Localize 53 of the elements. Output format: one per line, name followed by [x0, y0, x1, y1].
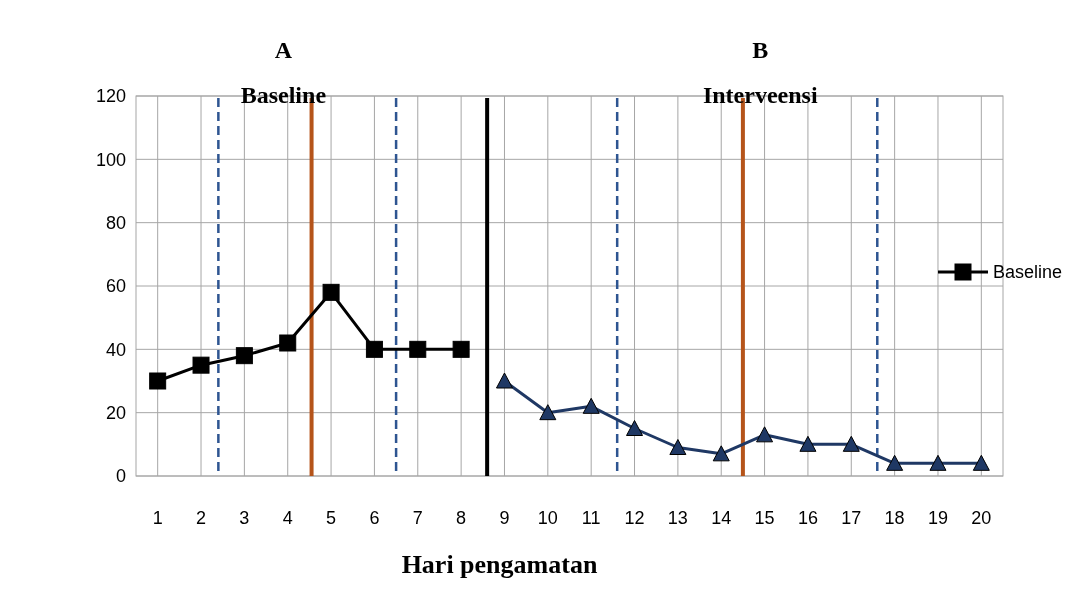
x-tick-label: 10 [537, 508, 558, 528]
annotation: Baseline [240, 82, 327, 108]
x-tick-label: 15 [754, 508, 775, 528]
point [799, 435, 817, 452]
legend-label: Baseline [993, 262, 1063, 283]
y-tick-label: 40 [105, 339, 126, 360]
x-tick-label: 7 [412, 508, 423, 528]
point [929, 454, 947, 471]
point [192, 356, 210, 374]
x-tick-label: 2 [196, 508, 207, 528]
x-tick-label: 20 [971, 508, 992, 528]
x-tick-label: 16 [797, 508, 818, 528]
y-tick-label: 0 [115, 466, 126, 487]
point [409, 340, 427, 358]
x-tick-label: 14 [711, 508, 732, 528]
point [972, 454, 990, 471]
point [365, 340, 383, 358]
x-axis-title: Hari pengamatan [401, 550, 598, 579]
x-tick-label: 8 [456, 508, 467, 528]
point [452, 340, 470, 358]
x-tick-label: 6 [369, 508, 380, 528]
annotation: Interveensi [702, 82, 818, 108]
point [669, 439, 687, 455]
x-tick-label: 17 [841, 508, 862, 528]
point [495, 372, 513, 389]
x-tick-label: 18 [884, 508, 905, 528]
point [756, 426, 774, 443]
point [149, 372, 167, 390]
point [539, 404, 557, 421]
point [842, 435, 860, 452]
x-tick-label: 11 [581, 508, 601, 528]
point [322, 283, 340, 301]
x-tick-label: 3 [239, 508, 250, 528]
y-tick-label: 120 [95, 86, 126, 107]
point [886, 454, 904, 471]
x-tick-label: 4 [282, 508, 293, 528]
y-tick-label: 20 [105, 402, 126, 423]
point [235, 347, 253, 365]
x-tick-label: 9 [499, 508, 510, 528]
x-tick-label: 5 [326, 508, 337, 528]
y-tick-label: 80 [105, 212, 126, 233]
text: A [274, 37, 293, 63]
x-tick-label: 13 [667, 508, 688, 528]
point [626, 420, 644, 436]
y-tick-label: 60 [105, 276, 126, 297]
text: B [752, 37, 769, 63]
point [712, 445, 730, 462]
y-tick-label: 100 [95, 149, 126, 170]
point [279, 334, 297, 352]
point [582, 397, 600, 414]
x-tick-label: 1 [152, 508, 163, 528]
x-tick-label: 12 [624, 508, 645, 528]
x-tick-label: 19 [927, 508, 948, 528]
